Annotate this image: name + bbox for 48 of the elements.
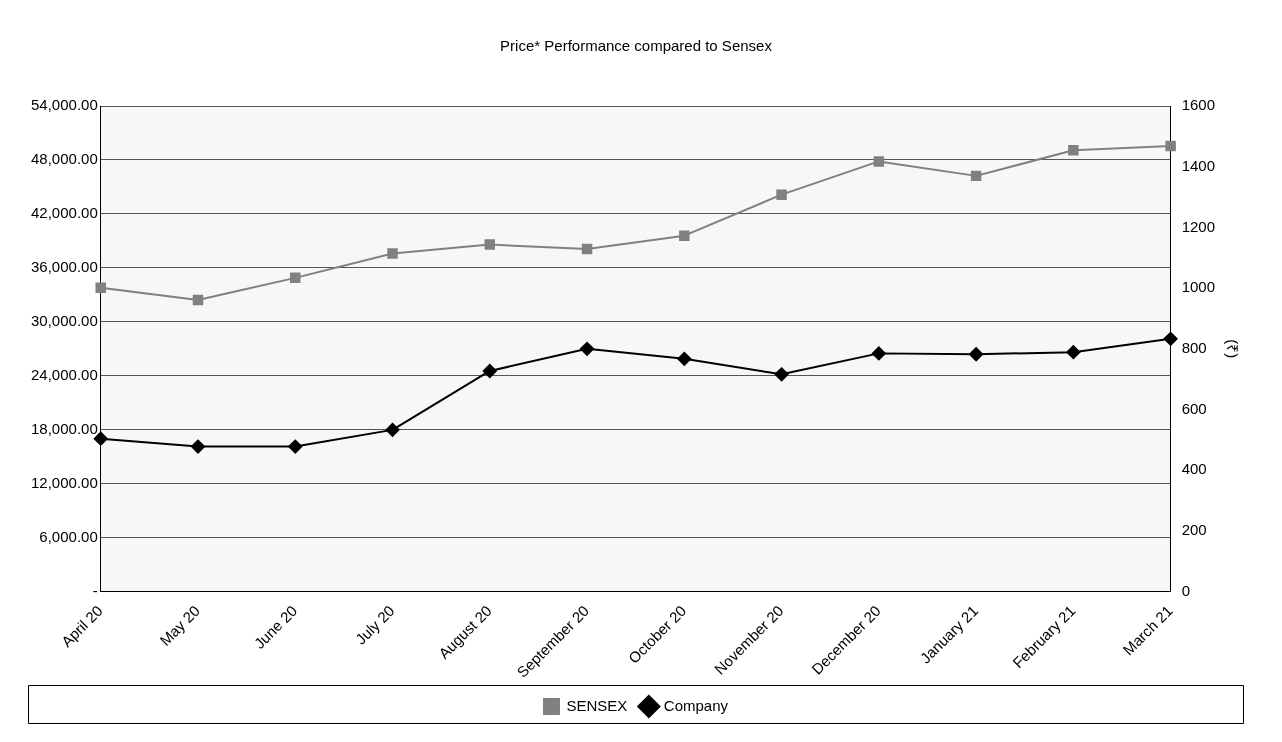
x-tick-label: July 20	[351, 602, 398, 648]
point	[1163, 331, 1178, 346]
y-tick-label: 24,000.00	[31, 365, 98, 383]
point	[1165, 140, 1176, 152]
y-tick-label: 54,000.00	[31, 96, 98, 114]
point	[1068, 145, 1079, 156]
point	[774, 367, 789, 382]
y2-tick-label: 600	[1181, 399, 1207, 417]
y-tick-label: 30,000.00	[31, 311, 98, 329]
y-tick-label: 36,000.00	[31, 258, 98, 276]
point	[1066, 345, 1081, 360]
y-tick-label: 12,000.00	[31, 473, 98, 491]
point	[290, 272, 301, 284]
point	[776, 189, 787, 200]
point	[484, 239, 496, 250]
point	[970, 170, 982, 182]
y-tick-label: -	[92, 581, 98, 599]
legend-label: Company	[663, 696, 729, 714]
point	[192, 294, 204, 306]
point	[677, 351, 692, 366]
point	[387, 248, 398, 259]
chart-title: Price* Performance compared to Sensex	[500, 37, 773, 55]
y2-tick-label: 800	[1181, 338, 1207, 356]
y-tick-label: 42,000.00	[31, 204, 98, 222]
y-tick-label: 6,000.00	[39, 527, 98, 545]
point	[969, 347, 984, 362]
point	[873, 156, 885, 167]
point	[95, 282, 106, 294]
y2-tick-label: 1400	[1181, 156, 1216, 174]
y2-tick-label: 1200	[1181, 217, 1216, 235]
y2-tick-label: 400	[1181, 460, 1207, 478]
y-tick-label: 18,000.00	[31, 419, 98, 437]
point	[288, 439, 303, 454]
point	[581, 243, 593, 255]
point	[580, 341, 595, 356]
y2-axis-title: (₹)	[1223, 339, 1241, 359]
point	[871, 346, 886, 361]
x-tick-label: May 20	[156, 602, 204, 649]
y2-tick-label: 0	[1181, 581, 1190, 599]
point	[679, 230, 690, 241]
point	[385, 422, 400, 437]
y2-tick-label: 1000	[1181, 278, 1216, 296]
y2-tick-label: 200	[1181, 521, 1207, 539]
y-tick-label: 48,000.00	[31, 150, 98, 168]
y2-tick-label: 1600	[1181, 96, 1216, 114]
point	[482, 363, 497, 378]
legend-label: SENSEX	[566, 696, 628, 714]
point	[191, 439, 205, 454]
